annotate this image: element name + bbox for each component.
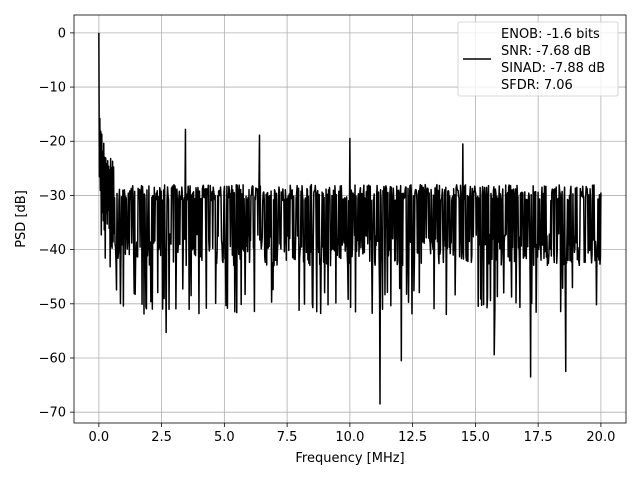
x-tick-label: 7.5: [277, 430, 298, 445]
legend-entry-snr: SNR: -7.68 dB: [501, 44, 591, 59]
y-tick-label: −30: [39, 189, 66, 204]
legend: ENOB: -1.6 bits SNR: -7.68 dB SINAD: -7.…: [457, 21, 619, 97]
x-tick-label: 2.5: [151, 430, 172, 445]
x-axis-label: Frequency [MHz]: [295, 451, 404, 466]
y-axis-label: PSD [dB]: [14, 190, 29, 248]
y-tick-label: −20: [39, 135, 66, 150]
x-tick-label: 0.0: [89, 430, 110, 445]
x-tick-label: 15.0: [461, 430, 490, 445]
legend-entry-sfdr: SFDR: 7.06: [501, 78, 573, 93]
legend-entry-enob: ENOB: -1.6 bits: [501, 27, 600, 42]
y-tick-label: −50: [39, 297, 66, 312]
y-tick-label: −10: [39, 81, 66, 96]
y-tick-label: −60: [39, 351, 66, 366]
y-tick-label: −70: [39, 406, 66, 421]
x-tick-label: 12.5: [398, 430, 427, 445]
psd-series-line: [98, 32, 602, 405]
x-tick-label: 5.0: [214, 430, 235, 445]
series-layer: [98, 32, 602, 405]
x-tick-label: 20.0: [586, 430, 615, 445]
legend-box: [457, 21, 619, 97]
y-axis-ticks: 0 −10 −20 −30 −40 −50 −60 −70: [39, 26, 74, 421]
x-tick-label: 10.0: [335, 430, 364, 445]
y-tick-label: −40: [39, 243, 66, 258]
x-tick-label: 17.5: [524, 430, 553, 445]
legend-entry-sinad: SINAD: -7.88 dB: [501, 61, 605, 76]
x-axis-ticks: 0.0 2.5 5.0 7.5 10.0 12.5 15.0 17.5 20.0: [89, 423, 615, 445]
y-tick-label: 0: [58, 26, 66, 41]
